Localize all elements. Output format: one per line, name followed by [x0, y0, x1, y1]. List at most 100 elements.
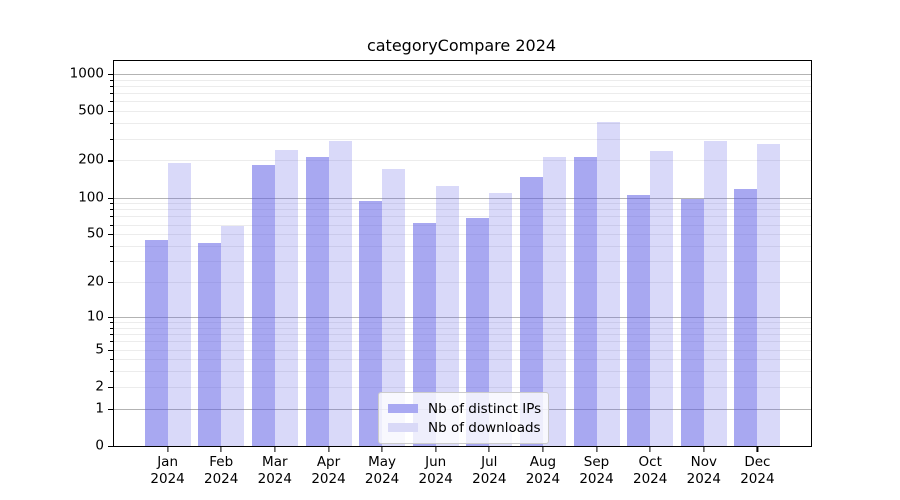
y-minor-tick-mark: [109, 93, 114, 95]
x-tick-mark: [595, 446, 598, 452]
y-tick-label: 100: [78, 189, 104, 206]
x-label-year: 2024: [740, 470, 775, 487]
y-tick-label: 1: [95, 400, 104, 417]
x-label-year: 2024: [311, 470, 346, 487]
y-tick-mark: [107, 197, 114, 199]
y-tick-label: 20: [86, 273, 104, 290]
x-label-year: 2024: [257, 470, 292, 487]
x-tick-label: Oct 2024: [618, 454, 682, 487]
y-tick-mark: [107, 408, 114, 410]
bar-downloads-apr: [328, 141, 352, 446]
y-minor-tick-mark: [109, 101, 114, 103]
x-tick-label: Jun 2024: [404, 454, 468, 487]
x-tick-label: Mar 2024: [243, 454, 307, 487]
x-tick-mark: [542, 446, 544, 452]
bar-distinct-ips-sep: [573, 156, 597, 446]
bar-distinct-ips-dec: [734, 188, 758, 446]
bar-distinct-ips-oct: [627, 194, 651, 446]
y-tick-label: 0: [95, 437, 104, 454]
bar-downloads-may: [382, 169, 406, 446]
y-minor-tick-mark: [109, 341, 114, 343]
bar-distinct-ips-nov: [680, 198, 704, 446]
y-minor-tick-mark: [109, 224, 114, 226]
x-tick-mark: [220, 446, 222, 452]
y-minor-tick-mark: [109, 216, 114, 218]
x-label-year: 2024: [472, 470, 507, 487]
legend-item-downloads: Nb of downloads: [388, 418, 541, 437]
bar-distinct-ips-jul: [466, 218, 490, 446]
y-minor-tick-mark: [109, 203, 114, 205]
y-gridline-minor: [114, 138, 811, 140]
x-tick-label: Feb 2024: [189, 454, 253, 487]
bar-downloads-aug: [542, 157, 566, 446]
legend-swatch-distinct-ips: [388, 404, 418, 413]
chart-title: categoryCompare 2024: [366, 36, 557, 55]
x-label-month: May: [368, 454, 397, 470]
x-tick-mark: [435, 446, 437, 452]
x-label-month: Aug: [529, 454, 557, 470]
y-tick-mark: [107, 349, 114, 351]
y-minor-tick-mark: [109, 138, 114, 140]
bar-downloads-sep: [596, 121, 620, 446]
y-tick-label: 50: [86, 225, 104, 242]
y-tick-mark: [107, 446, 114, 448]
x-label-month: Apr: [316, 454, 341, 470]
x-tick-mark: [274, 446, 276, 452]
bar-distinct-ips-jun: [412, 222, 436, 446]
bar-distinct-ips-jan: [144, 239, 168, 446]
bar-downloads-mar: [274, 149, 298, 446]
y-tick-mark: [107, 160, 114, 162]
x-tick-label: Apr 2024: [297, 454, 361, 487]
x-label-year: 2024: [418, 470, 453, 487]
x-tick-mark: [167, 446, 169, 452]
y-minor-tick-mark: [109, 246, 114, 247]
bar-distinct-ips-mar: [251, 164, 275, 446]
plot-area: Nb of distinct IPs Nb of downloads 1000 5…: [70, 60, 812, 487]
y-tick-label: 2: [95, 378, 104, 395]
x-label-year: 2024: [579, 470, 614, 487]
legend-swatch-downloads: [388, 423, 418, 432]
y-minor-tick-mark: [109, 123, 114, 125]
x-tick-mark: [327, 446, 330, 452]
y-tick-label: 1000: [69, 65, 104, 82]
y-tick-label: 10: [86, 308, 104, 325]
bar-distinct-ips-may: [359, 201, 383, 446]
y-tick-label: 200: [78, 152, 104, 169]
y-minor-tick-mark: [109, 85, 114, 87]
y-gridline-minor: [114, 101, 811, 103]
x-tick-label: Sep 2024: [565, 454, 629, 487]
bar-distinct-ips-feb: [198, 243, 222, 446]
x-label-month: Mar: [262, 454, 288, 470]
y-gridline-minor: [114, 85, 811, 87]
bar-downloads-nov: [703, 141, 727, 446]
y-minor-tick-mark: [109, 327, 114, 329]
legend-label-distinct-ips: Nb of distinct IPs: [428, 400, 542, 417]
legend-item-distinct-ips: Nb of distinct IPs: [388, 399, 542, 418]
y-gridline-major: [114, 73, 811, 75]
y-tick-mark: [107, 316, 114, 319]
y-gridline-minor: [114, 93, 811, 95]
x-label-year: 2024: [150, 470, 185, 487]
bar-downloads-oct: [650, 151, 674, 446]
x-label-year: 2024: [364, 470, 400, 487]
x-tick-mark: [649, 446, 651, 452]
x-tick-label: Dec 2024: [725, 454, 789, 487]
y-tick-mark: [107, 234, 114, 236]
y-tick-mark: [107, 111, 114, 113]
x-tick-mark: [381, 446, 383, 452]
x-tick-mark: [488, 446, 490, 452]
y-gridline-minor: [114, 123, 811, 125]
y-minor-tick-mark: [109, 371, 114, 373]
y-tick-label: 500: [78, 102, 104, 119]
x-tick-label: Jan 2024: [136, 454, 200, 487]
bar-distinct-ips-apr: [305, 156, 329, 446]
x-label-month: Feb: [209, 454, 234, 470]
bar-downloads-feb: [221, 226, 245, 446]
bar-downloads-jan: [167, 163, 191, 446]
x-tick-label: Aug 2024: [511, 454, 575, 487]
y-tick-mark: [107, 282, 114, 284]
x-label-month: Jun: [425, 454, 447, 470]
legend: Nb of distinct IPs Nb of downloads: [378, 392, 549, 444]
x-label-month: Dec: [744, 454, 771, 470]
